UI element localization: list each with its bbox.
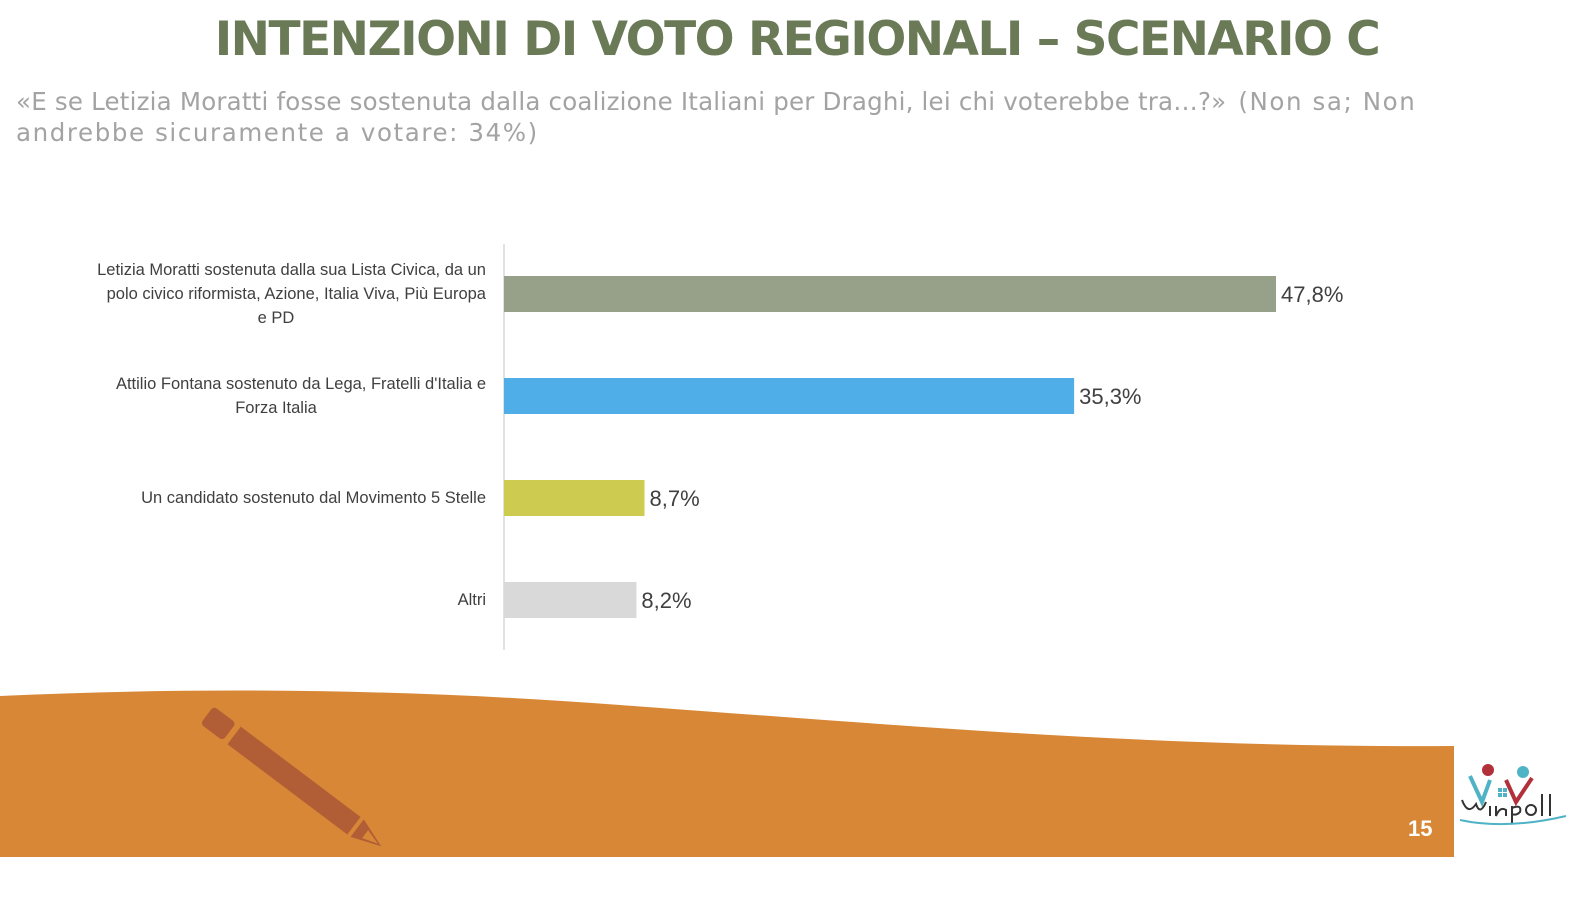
- category-label-line: polo civico riformista, Azione, Italia V…: [107, 285, 487, 303]
- value-label-2: 35,3%: [1079, 384, 1141, 409]
- winpoll-logo: [1459, 764, 1567, 826]
- category-label-1: Letizia Moratti sostenuta dalla sua List…: [97, 261, 487, 327]
- category-label-line: Attilio Fontana sostenuto da Lega, Frate…: [116, 375, 486, 393]
- category-label-3: Un candidato sostenuto dal Movimento 5 S…: [141, 489, 486, 507]
- category-label-line: e PD: [258, 309, 295, 327]
- value-label-4: 8,2%: [641, 588, 691, 613]
- pencil-icon: [201, 707, 382, 847]
- bar-1: [504, 276, 1276, 312]
- footer-wave: [0, 690, 1454, 857]
- question-text: «E se Letizia Moratti fosse sostenuta da…: [16, 87, 1227, 116]
- page-number: 15: [1408, 816, 1433, 841]
- bar-2: [504, 378, 1075, 414]
- question-note: (Non sa; Non andrebbe sicuramente a vota…: [16, 87, 1417, 147]
- page-title: INTENZIONI DI VOTO REGIONALI – SCENARIO …: [214, 12, 1381, 67]
- survey-question: «E se Letizia Moratti fosse sostenuta da…: [16, 86, 1516, 148]
- value-label-1: 47,8%: [1281, 282, 1343, 307]
- category-label-line: Altri: [458, 591, 486, 609]
- category-label-line: Forza Italia: [235, 399, 317, 417]
- value-label-3: 8,7%: [650, 486, 700, 511]
- category-label-2: Attilio Fontana sostenuto da Lega, Frate…: [116, 375, 486, 417]
- bar-3: [504, 480, 645, 516]
- category-label-line: Letizia Moratti sostenuta dalla sua List…: [97, 261, 486, 279]
- category-label-4: Altri: [458, 591, 486, 609]
- category-label-line: Un candidato sostenuto dal Movimento 5 S…: [141, 489, 486, 507]
- bar-4: [504, 582, 637, 618]
